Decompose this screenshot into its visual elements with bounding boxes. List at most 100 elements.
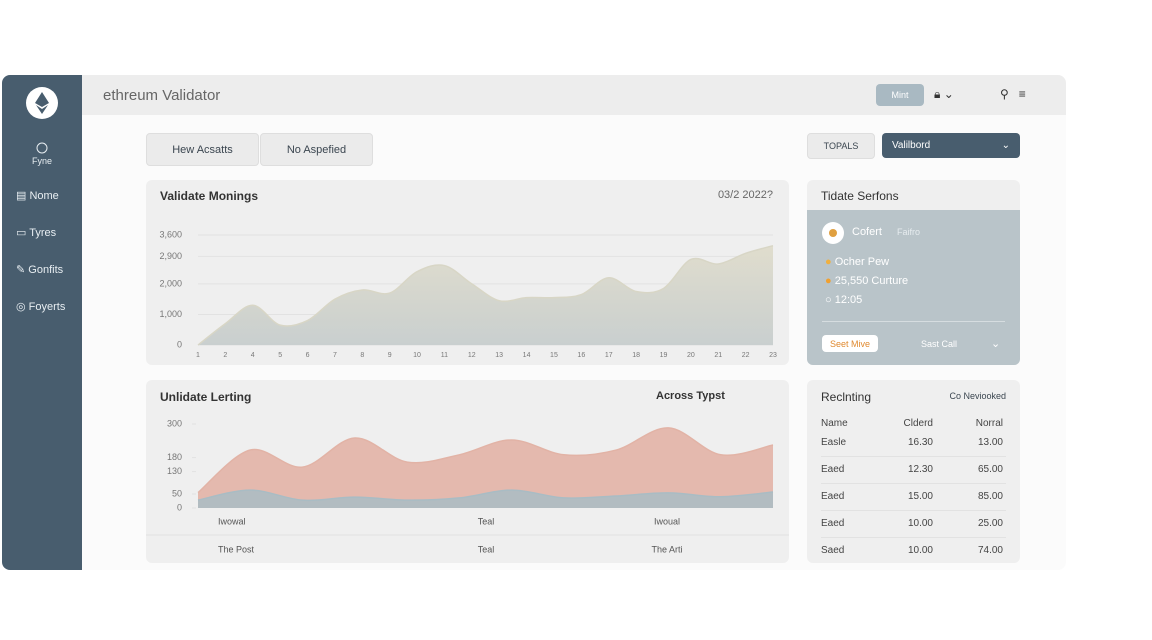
- x-tick-label: 2: [223, 352, 227, 359]
- x-tick-label: 16: [577, 352, 585, 359]
- chevron[interactable]: ⌄: [991, 338, 1001, 350]
- filter-button[interactable]: TOPALS: [807, 133, 875, 159]
- table-cell: Norral: [975, 418, 1003, 429]
- status-item: ○ 12:05: [825, 294, 863, 306]
- table-cell: Eaed: [821, 464, 845, 475]
- table-cell: 10.00: [907, 518, 933, 529]
- x-tick-label: 14: [523, 352, 531, 359]
- table-cell: 12.30: [907, 464, 933, 475]
- status-item: ● 25,550 Curture: [825, 275, 909, 287]
- status-text: 25,550 Curture: [834, 275, 909, 287]
- secondary-button[interactable]: Sast Call: [921, 339, 958, 349]
- chart-title: Validate Monings: [160, 189, 259, 203]
- toolbar-button[interactable]: No Aspefied: [260, 133, 373, 166]
- chart-date: 03/2 2022?: [717, 189, 773, 201]
- table-cell: Clderd: [903, 418, 933, 429]
- table-cell: 13.00: [977, 437, 1003, 448]
- area: [198, 245, 773, 345]
- nav-text: Gonfits: [28, 264, 64, 276]
- status-text: Ocher Pew: [834, 256, 890, 268]
- status-panel: Tidate Serfons Cofert Faifro ● Ocher Pew…: [807, 180, 1020, 365]
- avatar: [822, 222, 844, 244]
- y-tick-label: 3,600: [159, 229, 182, 239]
- status-tag: Faifro: [897, 227, 921, 237]
- toolbar-button[interactable]: Hew Acsatts: [146, 133, 259, 166]
- panel-link[interactable]: Co Neviooked: [949, 391, 1006, 401]
- table-cell: 10.00: [907, 545, 933, 556]
- header-icons[interactable]: ⚲ ≡: [1000, 87, 1026, 101]
- chevron: ⌄: [1001, 140, 1010, 151]
- sidebar: Fyne ▤ Nome ▭ Tyres ✎ Gonfits ◎ Foyerts: [2, 75, 82, 570]
- nav-item[interactable]: ▤ Nome: [16, 190, 59, 202]
- row-divider: [821, 456, 1006, 457]
- x-tick-label: 12: [468, 352, 476, 359]
- header-button[interactable]: Mint: [876, 84, 924, 106]
- area-line: [197, 427, 774, 494]
- y-tick-label: 2,900: [159, 251, 182, 261]
- chart-title: Unlidate Lerting: [160, 390, 252, 404]
- x-tick-label: 21: [714, 352, 722, 359]
- logo: [26, 87, 58, 119]
- header-icons[interactable]: 🔒︎ ⌄: [934, 87, 954, 101]
- row-divider: [821, 537, 1006, 538]
- footer-cell: Iwoual: [654, 516, 680, 526]
- y-tick-label: 1,000: [159, 309, 182, 319]
- nav-text: Foyerts: [28, 301, 66, 313]
- sidebar-label: Fyne: [31, 156, 52, 166]
- area: [198, 427, 773, 508]
- nav-text: Tyres: [29, 227, 57, 239]
- nav-item[interactable]: ✎ Gonfits: [16, 264, 64, 276]
- recent-panel: Reclnting Co Neviooked Name Clderd Norral E…: [807, 380, 1020, 563]
- app-title: ethreum Validator: [103, 87, 221, 104]
- x-tick-label: 1: [196, 352, 200, 359]
- x-tick-label: 19: [660, 352, 668, 359]
- table-cell: Eaed: [821, 491, 845, 502]
- chart-panel: Unlidate Lerting Across Typst 0 50 130 180 3…: [146, 380, 789, 563]
- y-tick-label: 130: [167, 466, 182, 476]
- table-cell: 25.00: [977, 518, 1003, 529]
- y-tick-label: 0: [177, 339, 182, 349]
- table-cell: 16.30: [907, 437, 933, 448]
- nav-text: Nome: [29, 190, 59, 202]
- x-tick-label: 23: [769, 352, 777, 359]
- x-tick-label: 20: [687, 352, 695, 359]
- table-cell: Easle: [821, 437, 847, 448]
- nav-item[interactable]: ◎ Foyerts: [16, 301, 66, 313]
- table-cell: 85.00: [977, 491, 1003, 502]
- status-card: Cofert Faifro ● Ocher Pew ● 25,550 Curtu…: [807, 210, 1020, 365]
- footer-cell: Teal: [478, 544, 495, 554]
- y-tick-label: 0: [177, 502, 182, 512]
- panel-title: Tidate Serfons: [821, 189, 899, 203]
- nav-item[interactable]: ▭ Tyres: [16, 227, 57, 239]
- status-item: ● Ocher Pew: [825, 256, 890, 268]
- x-tick-label: 22: [742, 352, 750, 359]
- chart-subtitle: Across Typst: [656, 390, 725, 402]
- icon: [36, 142, 48, 154]
- footer-cell: Teal: [478, 516, 495, 526]
- divider: [822, 321, 1005, 322]
- table-cell: 65.00: [977, 464, 1003, 475]
- y-tick-label: 2,000: [159, 278, 182, 288]
- x-tick-label: 7: [333, 352, 337, 359]
- status-name: Cofert: [852, 226, 882, 238]
- row-divider: [821, 510, 1006, 511]
- table-cell: 15.00: [907, 491, 933, 502]
- primary-button[interactable]: Seet Mive: [822, 335, 878, 352]
- x-tick-label: 6: [306, 352, 310, 359]
- x-tick-label: 18: [632, 352, 640, 359]
- chart: 0 50 130 180 300 Iwowal Teal Iwoual The Post Teal…: [146, 418, 789, 554]
- x-tick-label: 13: [495, 352, 503, 359]
- table-cell: Saed: [821, 545, 845, 556]
- dropdown[interactable]: Valilbord ⌄: [882, 133, 1020, 158]
- area-line: [197, 244, 774, 346]
- x-tick-label: 8: [360, 352, 364, 359]
- header: ethreum Validator Mint 🔒︎ ⌄ ⚲ ≡: [82, 75, 1066, 115]
- table-cell: Eaed: [821, 518, 845, 529]
- table-cell: Name: [821, 418, 848, 429]
- footer-cell: The Arti: [651, 544, 682, 554]
- x-tick-label: 5: [278, 352, 282, 359]
- chart-panel: Validate Monings 03/2 2022? 0 1,000 2,000 2…: [146, 180, 789, 365]
- y-tick-label: 180: [167, 452, 182, 462]
